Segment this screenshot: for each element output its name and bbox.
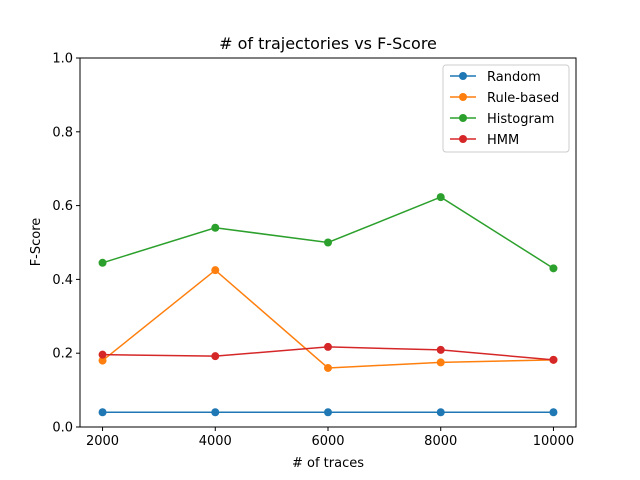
data-point-hmm — [211, 352, 220, 361]
data-point-histogram — [436, 193, 445, 202]
legend-swatch-marker — [459, 135, 467, 143]
x-tick-label: 8000 — [424, 434, 457, 449]
data-point-random — [324, 408, 332, 417]
x-tick-label: 2000 — [86, 434, 119, 449]
data-point-histogram — [324, 238, 332, 247]
data-point-histogram — [549, 264, 558, 273]
y-axis: 0.0 0.2 0.4 0.6 0.8 1.0 — [52, 52, 80, 436]
y-axis-title: F-Score — [29, 218, 44, 267]
data-point-hmm — [436, 345, 445, 354]
y-tick-label: 0.8 — [52, 125, 73, 140]
legend-item-random: Random — [450, 70, 541, 85]
data-point-hmm — [549, 355, 558, 364]
x-axis: 2000 4000 6000 8000 10000 — [86, 427, 574, 449]
data-point-random — [211, 408, 220, 417]
legend-frame — [442, 64, 570, 153]
legend-item-hmm: HMM — [450, 133, 519, 148]
x-axis-title: # of traces — [292, 456, 364, 471]
legend-item-rule-based: Rule-based — [450, 91, 559, 106]
x-tick-label: 4000 — [199, 434, 232, 449]
data-point-random — [549, 408, 558, 417]
y-tick-label: 0.2 — [52, 347, 73, 362]
series-line-histogram — [102, 196, 554, 269]
y-tick-label: 1.0 — [52, 52, 73, 67]
x-tick-label: 6000 — [311, 434, 344, 449]
legend-swatch-marker — [459, 114, 467, 122]
data-point-random — [98, 408, 107, 417]
legend-swatch-marker — [459, 93, 467, 101]
legend-label: Histogram — [487, 112, 554, 127]
y-tick-label: 0.6 — [52, 199, 73, 214]
legend-swatch-marker — [459, 72, 467, 80]
data-point-rule-based — [436, 358, 445, 367]
legend-item-histogram: Histogram — [450, 112, 554, 127]
x-tick-label: 10000 — [533, 434, 574, 449]
series-layer — [98, 193, 558, 417]
y-tick-label: 0.4 — [52, 273, 73, 288]
data-point-histogram — [211, 223, 220, 232]
data-point-histogram — [98, 258, 107, 267]
data-point-rule-based — [324, 363, 332, 372]
data-point-hmm — [324, 342, 332, 351]
data-point-random — [436, 408, 445, 417]
series-random — [98, 408, 558, 417]
series-hmm — [98, 342, 558, 364]
legend-label: Rule-based — [487, 91, 559, 106]
data-point-hmm — [98, 350, 107, 359]
legend: Random Rule-based Histogram HMM — [442, 64, 570, 153]
legend-label: Random — [487, 70, 541, 85]
legend-label: HMM — [487, 133, 519, 148]
data-point-rule-based — [211, 266, 220, 275]
series-histogram — [98, 193, 558, 273]
data-point-rule-based — [98, 356, 107, 365]
y-tick-label: 0.0 — [52, 421, 73, 436]
chart-title: # of trajectories vs F-Score — [219, 34, 437, 53]
